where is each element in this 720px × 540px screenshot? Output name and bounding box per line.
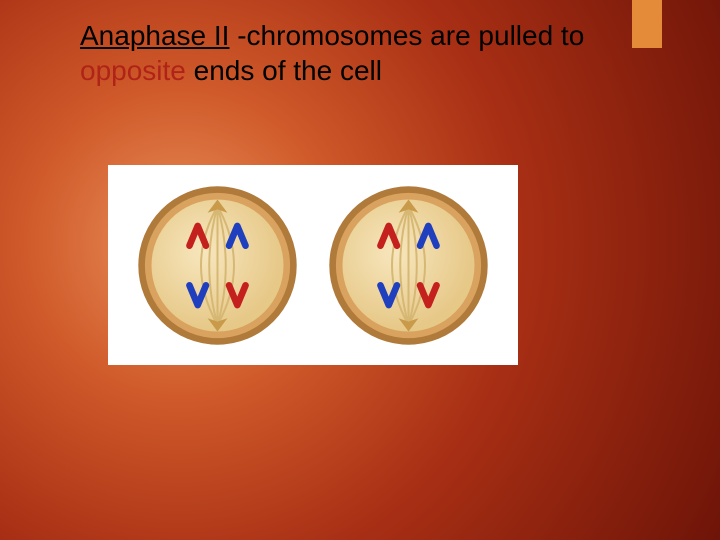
cell-illustration-left [135, 183, 300, 348]
title-text-2: -chromosomes are pulled to [229, 20, 584, 51]
title-red-word: opposite [80, 55, 186, 86]
slide-title: Anaphase II -chromosomes are pulled to o… [80, 18, 660, 88]
slide: Anaphase II -chromosomes are pulled to o… [0, 0, 720, 540]
cell-illustration-right [326, 183, 491, 348]
diagram-panel [108, 165, 518, 365]
title-underlined: Anaphase II [80, 20, 229, 51]
title-text-4: ends of the cell [186, 55, 382, 86]
